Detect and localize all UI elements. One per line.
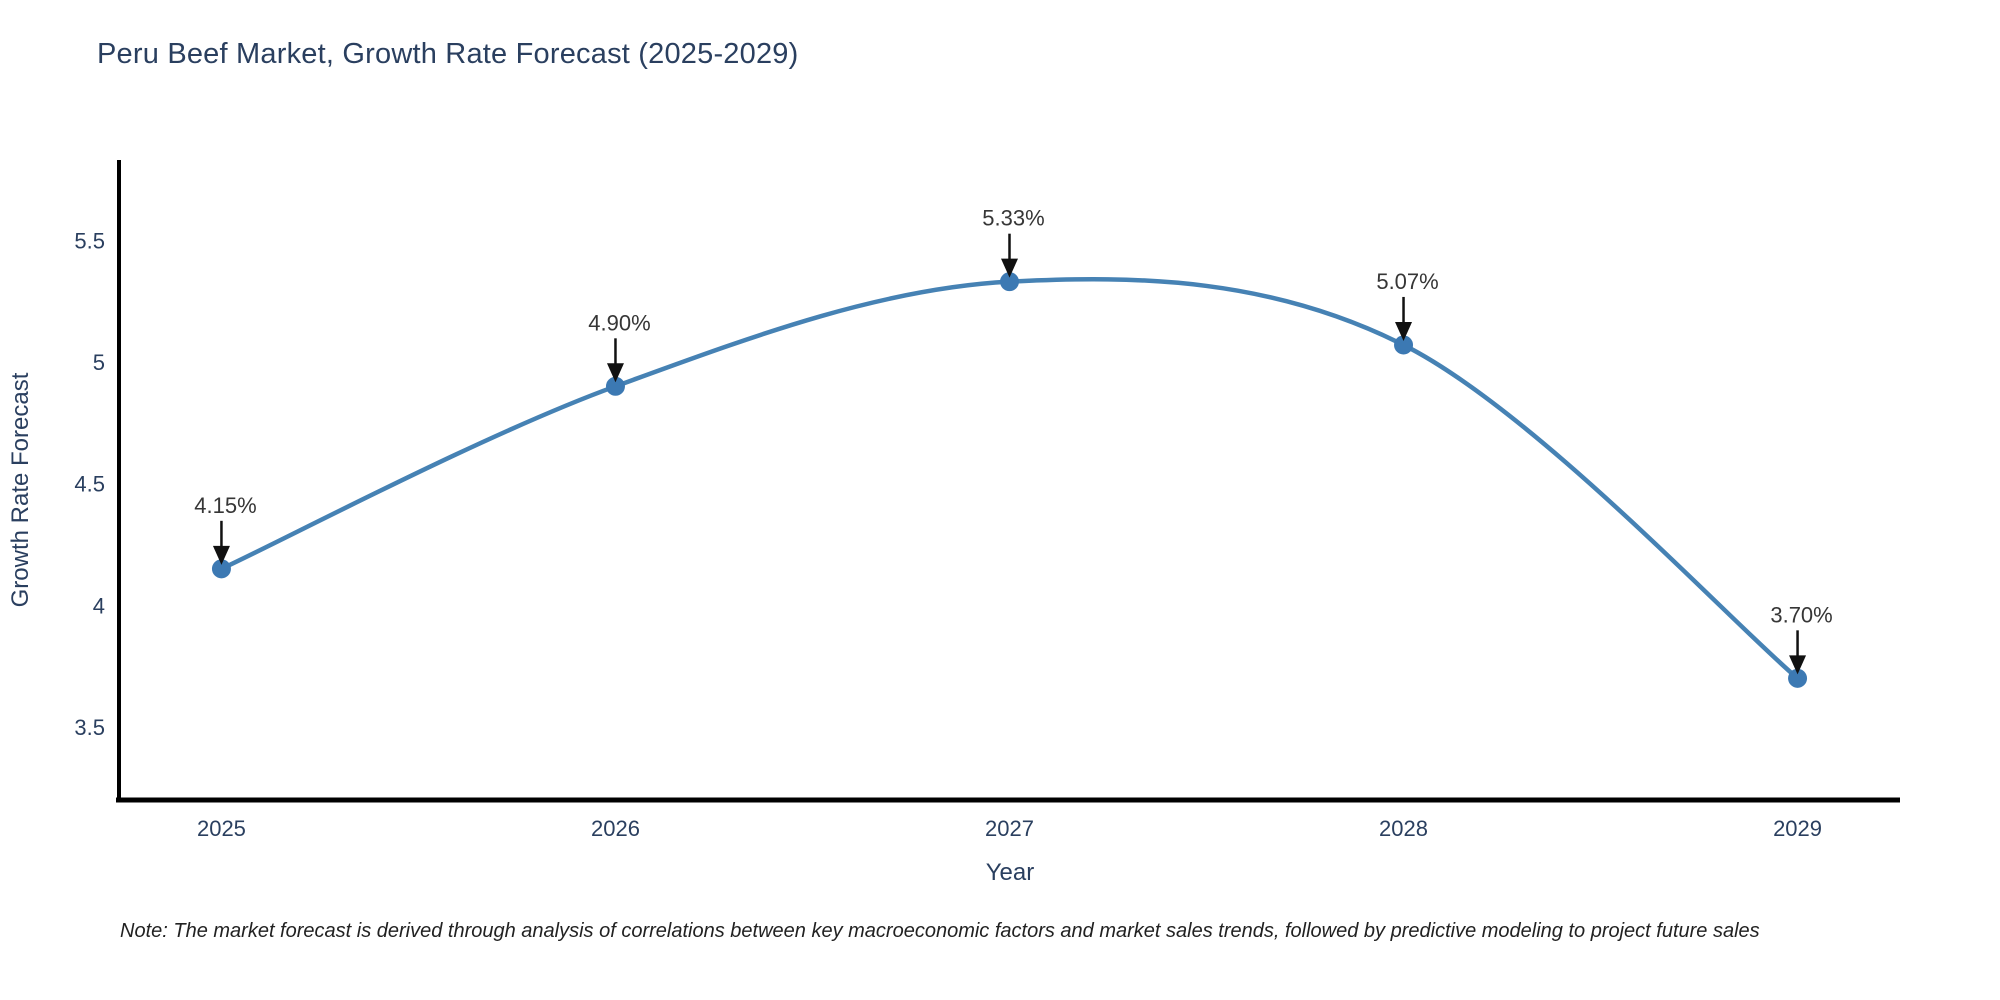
data-point-marker <box>1000 272 1019 292</box>
x-tick-label: 2029 <box>1773 816 1822 841</box>
annotation-arrow-head <box>606 363 624 383</box>
y-tick-label: 5 <box>93 350 105 375</box>
y-tick-label: 3.5 <box>74 715 105 740</box>
data-point-marker <box>1394 335 1414 355</box>
y-tick-label: 4 <box>93 593 105 618</box>
data-point-label: 4.90% <box>588 310 650 335</box>
data-point-label: 5.07% <box>1376 269 1438 294</box>
x-tick-label: 2025 <box>197 816 246 841</box>
x-tick-label: 2027 <box>985 816 1034 841</box>
y-axis-title: Growth Rate Forecast <box>7 372 34 607</box>
data-point-label: 4.15% <box>194 493 256 518</box>
y-tick-label: 5.5 <box>74 228 105 253</box>
chart-title: Peru Beef Market, Growth Rate Forecast (… <box>97 38 799 70</box>
data-point-marker <box>211 559 231 579</box>
x-tick-label: 2028 <box>1379 816 1428 841</box>
annotation-arrow-head <box>1789 655 1807 675</box>
annotation-arrow-head <box>1001 258 1018 278</box>
annotation-arrow-head <box>212 545 230 565</box>
data-point-label: 5.33% <box>982 206 1044 231</box>
plot-layer: 5.5 5 4.5 4 3.5 2025 2026 2027 2028 2029 4.15% 4.90… <box>74 160 1900 841</box>
annotation-arrow-head <box>1395 321 1413 341</box>
line-series <box>219 277 1800 681</box>
x-tick-label: 2026 <box>591 816 640 841</box>
y-tick-label: 4.5 <box>74 472 105 497</box>
data-point-marker <box>605 376 625 396</box>
footnote: Note: The market forecast is derived thr… <box>120 920 1760 942</box>
data-point-label: 3.70% <box>1770 602 1832 627</box>
data-point-marker <box>1788 668 1808 688</box>
x-axis-title: Year <box>986 859 1035 886</box>
